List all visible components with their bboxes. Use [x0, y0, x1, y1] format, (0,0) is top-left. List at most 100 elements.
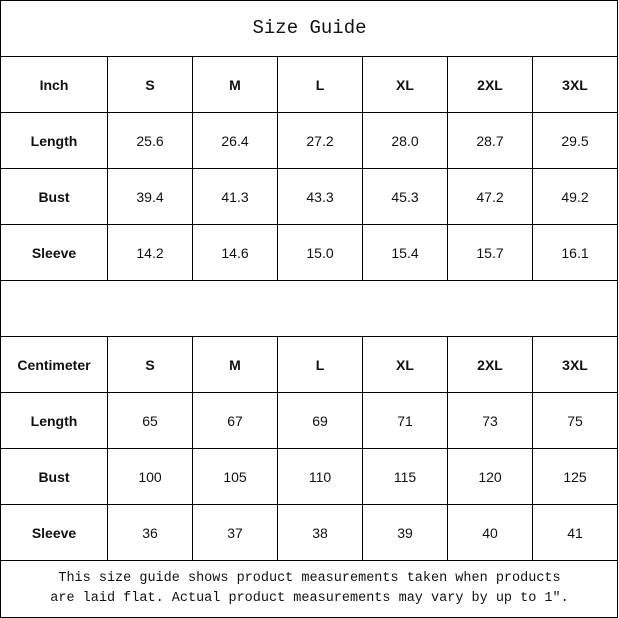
row-divider — [0, 56, 618, 57]
row-divider — [0, 280, 618, 281]
column-divider — [107, 504, 108, 560]
size-header: XL — [396, 76, 414, 93]
column-divider — [107, 112, 108, 168]
measurement-value: 120 — [478, 468, 502, 485]
measurement-note: This size guide shows product measuremen… — [0, 561, 619, 617]
row-divider — [0, 560, 618, 561]
measurement-value: 25.6 — [136, 132, 164, 149]
measurement-value: 100 — [138, 468, 162, 485]
measurement-value: 27.2 — [306, 132, 334, 149]
measurement-value: 75 — [567, 412, 583, 429]
size-header: M — [229, 356, 241, 373]
column-divider — [192, 336, 193, 392]
unit-header: Inch — [39, 76, 69, 93]
column-divider — [532, 448, 533, 504]
measurement-label: Length — [30, 132, 78, 149]
unit-header: Centimeter — [17, 356, 91, 373]
measurement-value: 65 — [142, 412, 158, 429]
column-divider — [532, 504, 533, 560]
column-divider — [362, 112, 363, 168]
measurement-value: 125 — [563, 468, 587, 485]
measurement-value: 110 — [308, 468, 332, 485]
column-divider — [277, 336, 278, 392]
column-divider — [362, 448, 363, 504]
column-divider — [192, 56, 193, 112]
column-divider — [277, 224, 278, 280]
size-header: S — [145, 76, 155, 93]
size-header: M — [229, 76, 241, 93]
measurement-value: 26.4 — [221, 132, 249, 149]
measurement-value: 39.4 — [136, 188, 164, 205]
column-divider — [192, 504, 193, 560]
measurement-value: 39 — [397, 524, 413, 541]
column-divider — [447, 504, 448, 560]
column-divider — [107, 392, 108, 448]
column-divider — [277, 168, 278, 224]
column-divider — [447, 336, 448, 392]
size-header: 2XL — [477, 356, 503, 373]
column-divider — [192, 392, 193, 448]
measurement-value: 41.3 — [221, 188, 249, 205]
column-divider — [532, 168, 533, 224]
column-divider — [192, 112, 193, 168]
size-header: L — [315, 356, 325, 373]
column-divider — [532, 112, 533, 168]
measurement-value: 28.0 — [391, 132, 419, 149]
column-divider — [447, 224, 448, 280]
column-divider — [107, 168, 108, 224]
measurement-value: 105 — [223, 468, 247, 485]
row-divider — [0, 392, 618, 393]
measurement-value: 67 — [227, 412, 243, 429]
row-divider — [0, 504, 618, 505]
measurement-value: 45.3 — [391, 188, 419, 205]
measurement-value: 29.5 — [561, 132, 589, 149]
note-line-2: are laid flat. Actual product measuremen… — [50, 591, 569, 606]
size-header: 3XL — [562, 76, 588, 93]
column-divider — [447, 56, 448, 112]
measurement-value: 115 — [393, 468, 417, 485]
size-header: S — [145, 356, 155, 373]
measurement-value: 15.0 — [306, 244, 334, 261]
column-divider — [532, 336, 533, 392]
border-right — [617, 0, 618, 618]
column-divider — [277, 112, 278, 168]
measurement-value: 16.1 — [561, 244, 589, 261]
column-divider — [362, 392, 363, 448]
measurement-label: Sleeve — [31, 244, 77, 261]
size-header: 3XL — [562, 356, 588, 373]
border-top — [0, 0, 618, 1]
measurement-label: Sleeve — [31, 524, 77, 541]
column-divider — [107, 224, 108, 280]
row-divider — [0, 336, 618, 337]
column-divider — [447, 448, 448, 504]
measurement-value: 14.2 — [136, 244, 164, 261]
measurement-value: 38 — [312, 524, 328, 541]
measurement-value: 43.3 — [306, 188, 334, 205]
measurement-label: Bust — [38, 468, 70, 485]
measurement-value: 49.2 — [561, 188, 589, 205]
column-divider — [447, 392, 448, 448]
column-divider — [192, 168, 193, 224]
measurement-value: 14.6 — [221, 244, 249, 261]
column-divider — [362, 168, 363, 224]
column-divider — [532, 56, 533, 112]
row-divider — [0, 112, 618, 113]
column-divider — [192, 448, 193, 504]
column-divider — [532, 224, 533, 280]
measurement-label: Bust — [38, 188, 70, 205]
measurement-value: 69 — [312, 412, 328, 429]
size-header: L — [315, 76, 325, 93]
column-divider — [362, 224, 363, 280]
measurement-value: 37 — [227, 524, 243, 541]
column-divider — [362, 504, 363, 560]
column-divider — [107, 448, 108, 504]
size-header: 2XL — [477, 76, 503, 93]
size-guide-title: Size Guide — [252, 17, 367, 39]
column-divider — [107, 56, 108, 112]
column-divider — [277, 392, 278, 448]
column-divider — [277, 448, 278, 504]
measurement-value: 15.4 — [391, 244, 419, 261]
column-divider — [447, 168, 448, 224]
border-left — [0, 0, 1, 618]
